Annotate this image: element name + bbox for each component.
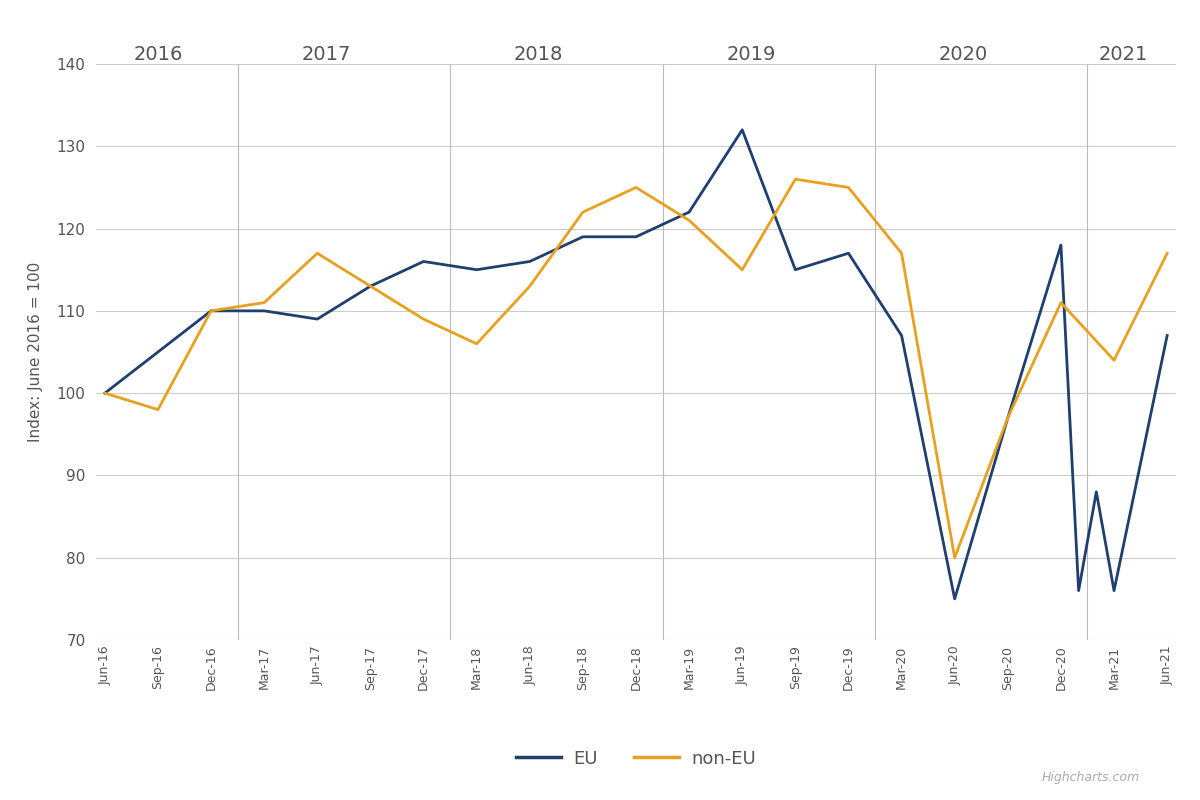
Text: 2019: 2019 [726, 45, 775, 64]
Text: 2016: 2016 [133, 45, 182, 64]
Text: 2018: 2018 [514, 45, 563, 64]
Legend: EU, non-EU: EU, non-EU [509, 742, 763, 775]
Text: 2020: 2020 [938, 45, 988, 64]
Text: 2017: 2017 [301, 45, 350, 64]
Text: 2021: 2021 [1098, 45, 1147, 64]
Text: Highcharts.com: Highcharts.com [1042, 771, 1140, 784]
Y-axis label: Index: June 2016 = 100: Index: June 2016 = 100 [28, 262, 43, 442]
